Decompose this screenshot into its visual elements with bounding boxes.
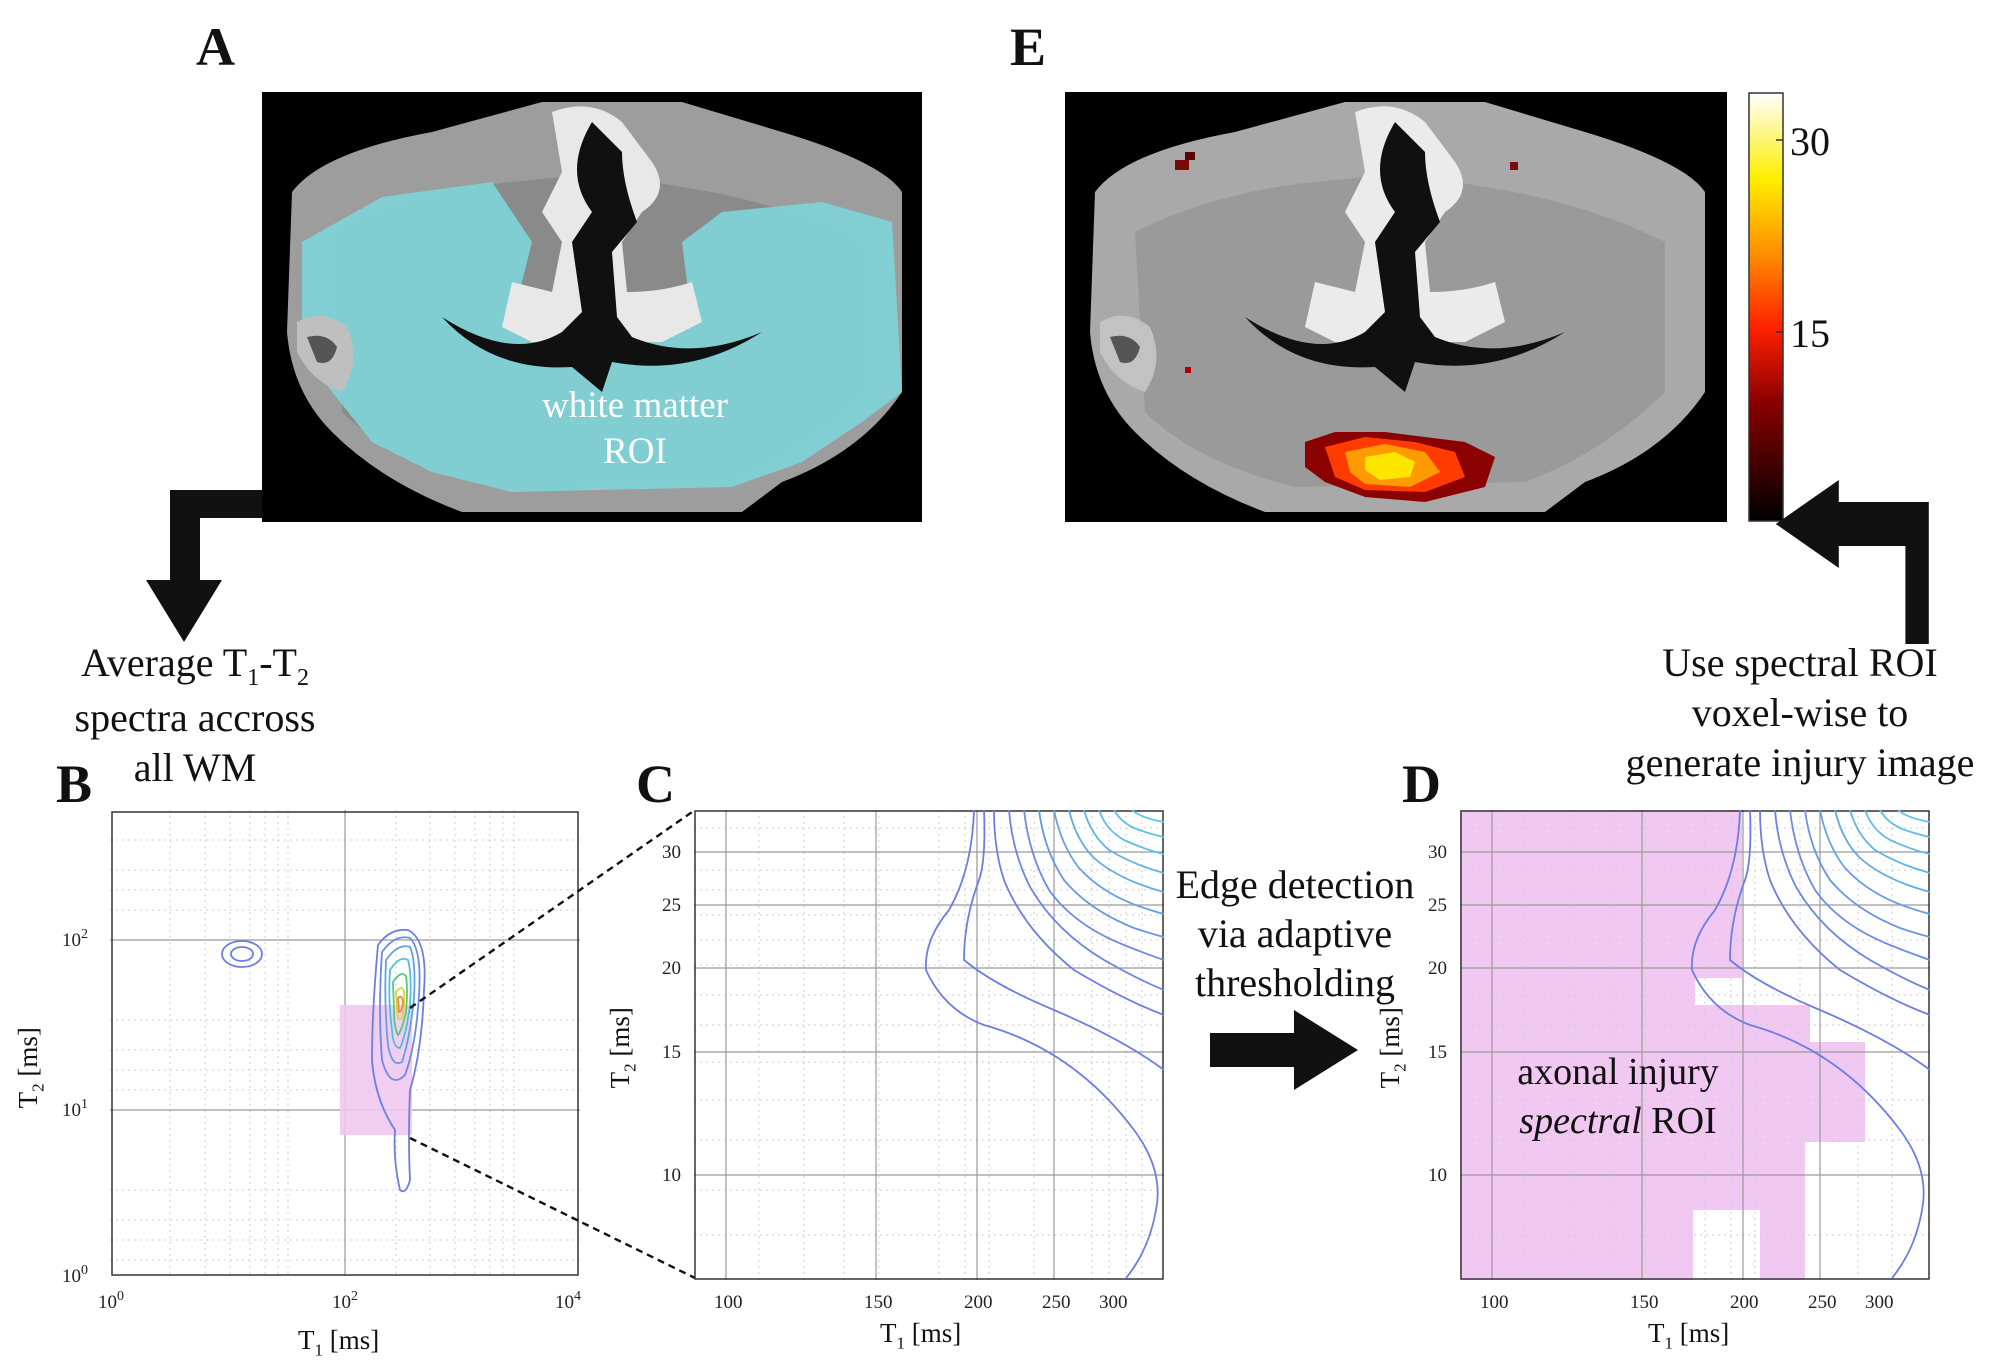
panel-d-ytick-15: 15 [1428, 1042, 1447, 1063]
panel-b-ylabel: T2 [ms] [12, 1027, 48, 1109]
panel-c-ytick-10: 10 [662, 1165, 681, 1186]
panel-b-ytick-1e0: 100 [62, 1263, 88, 1287]
caption-edge-line3: thresholding [1195, 960, 1395, 1006]
caption-average-line2: spectra accross [74, 695, 316, 740]
panel-c-ytick-30: 30 [662, 842, 681, 863]
panel-b-xtick-1e0: 100 [98, 1289, 124, 1313]
panel-c-xtick-300: 300 [1099, 1292, 1128, 1313]
panel-letter-d: D [1402, 754, 1441, 814]
panel-d-roi-label-line2: spectral ROI [1519, 1100, 1717, 1143]
caption-edge-line2: via adaptive [1197, 911, 1393, 957]
panel-b-xtick-1e2: 102 [332, 1289, 358, 1313]
panel-b-xlabel: T1 [ms] [298, 1325, 380, 1360]
panel-d-contours [1690, 809, 1931, 1279]
panel-b-xtick-1e4: 104 [555, 1289, 581, 1313]
panel-b-spectrum-plot: 102 101 100 100 102 104 [62, 810, 581, 1313]
panel-d-roi-label: axonal injury spectral ROI [1498, 1048, 1738, 1147]
panel-d-ytick-20: 20 [1428, 958, 1447, 979]
arrow-a-to-b [146, 490, 262, 642]
panel-letter-c: C [636, 754, 675, 814]
caption-use-line3: generate injury image [1625, 740, 1975, 785]
caption-average-line3: all WM [133, 745, 257, 790]
injury-hotspot [1175, 152, 1518, 502]
panel-letter-b: B [56, 754, 93, 814]
panel-d-roi-plot: 30 25 20 15 10 100 150 200 250 300 [1428, 809, 1931, 1313]
panel-b-small-peak [221, 940, 263, 968]
panel-d-spectral-roi [1460, 810, 1865, 1280]
colorbar [1748, 92, 1784, 522]
panel-c-ytick-25: 25 [662, 895, 681, 916]
caption-use-line1: Use spectral ROI [1662, 640, 1938, 685]
panel-letter-e: E [1010, 17, 1047, 77]
panel-a-roi-label-line2: ROI [603, 431, 667, 473]
caption-edge-line1: Edge detection [1175, 862, 1415, 907]
panel-c-xlabel: T1 [ms] [880, 1318, 962, 1353]
colorbar-tick-30: 30 [1790, 119, 1830, 164]
caption-average-line1: Average T1-T2 [81, 640, 309, 691]
panel-b-spectral-roi [340, 1005, 412, 1135]
panel-c-xtick-150: 150 [864, 1292, 893, 1313]
caption-edge-detection: Edge detection via adaptive thresholding [1165, 860, 1425, 1008]
arrow-c-to-d [1210, 1010, 1358, 1090]
caption-use-spectral-roi: Use spectral ROI voxel-wise to generate … [1605, 638, 1995, 788]
panel-d-xtick-200: 200 [1730, 1292, 1759, 1313]
panel-c-ytick-15: 15 [662, 1042, 681, 1063]
panel-d-roi-label-line1: axonal injury [1517, 1051, 1719, 1093]
panel-d-xlabel: T1 [ms] [1648, 1318, 1730, 1353]
panel-c-ylabel: T2 [ms] [604, 1007, 640, 1089]
panel-c-xtick-200: 200 [964, 1292, 993, 1313]
panel-c-contours [924, 809, 1165, 1279]
panel-c-xtick-250: 250 [1042, 1292, 1071, 1313]
zoom-lines [409, 809, 696, 1280]
panel-d-ylabel: T2 [ms] [1374, 1007, 1410, 1089]
panel-a-roi-label: white matter ROI [520, 383, 750, 476]
panel-d-xtick-250: 250 [1808, 1292, 1837, 1313]
panel-a-roi-label-line1: white matter [542, 385, 728, 426]
arrow-d-to-e [1775, 480, 1929, 644]
colorbar-tick-15: 15 [1790, 311, 1830, 356]
caption-use-line2: voxel-wise to [1691, 690, 1909, 735]
caption-average-spectra: Average T1-T2 spectra accross all WM [50, 638, 340, 793]
panel-d-ytick-30: 30 [1428, 842, 1447, 863]
panel-e-injury-image [1065, 92, 1727, 522]
panel-a-mri-image [262, 92, 922, 522]
panel-letter-a: A [196, 17, 235, 77]
panel-b-ytick-1e2: 102 [62, 927, 88, 951]
panel-d-ytick-10: 10 [1428, 1165, 1447, 1186]
panel-c-ytick-20: 20 [662, 958, 681, 979]
panel-b-main-peak [371, 928, 426, 1193]
panel-b-ytick-1e1: 101 [62, 1097, 88, 1121]
panel-d-ytick-25: 25 [1428, 895, 1447, 916]
panel-c-xtick-100: 100 [714, 1292, 743, 1313]
panel-d-xtick-150: 150 [1630, 1292, 1659, 1313]
panel-d-xtick-300: 300 [1865, 1292, 1894, 1313]
panel-d-xtick-100: 100 [1480, 1292, 1509, 1313]
panel-c-zoom-plot: 30 25 20 15 10 100 150 200 250 300 [662, 809, 1165, 1313]
